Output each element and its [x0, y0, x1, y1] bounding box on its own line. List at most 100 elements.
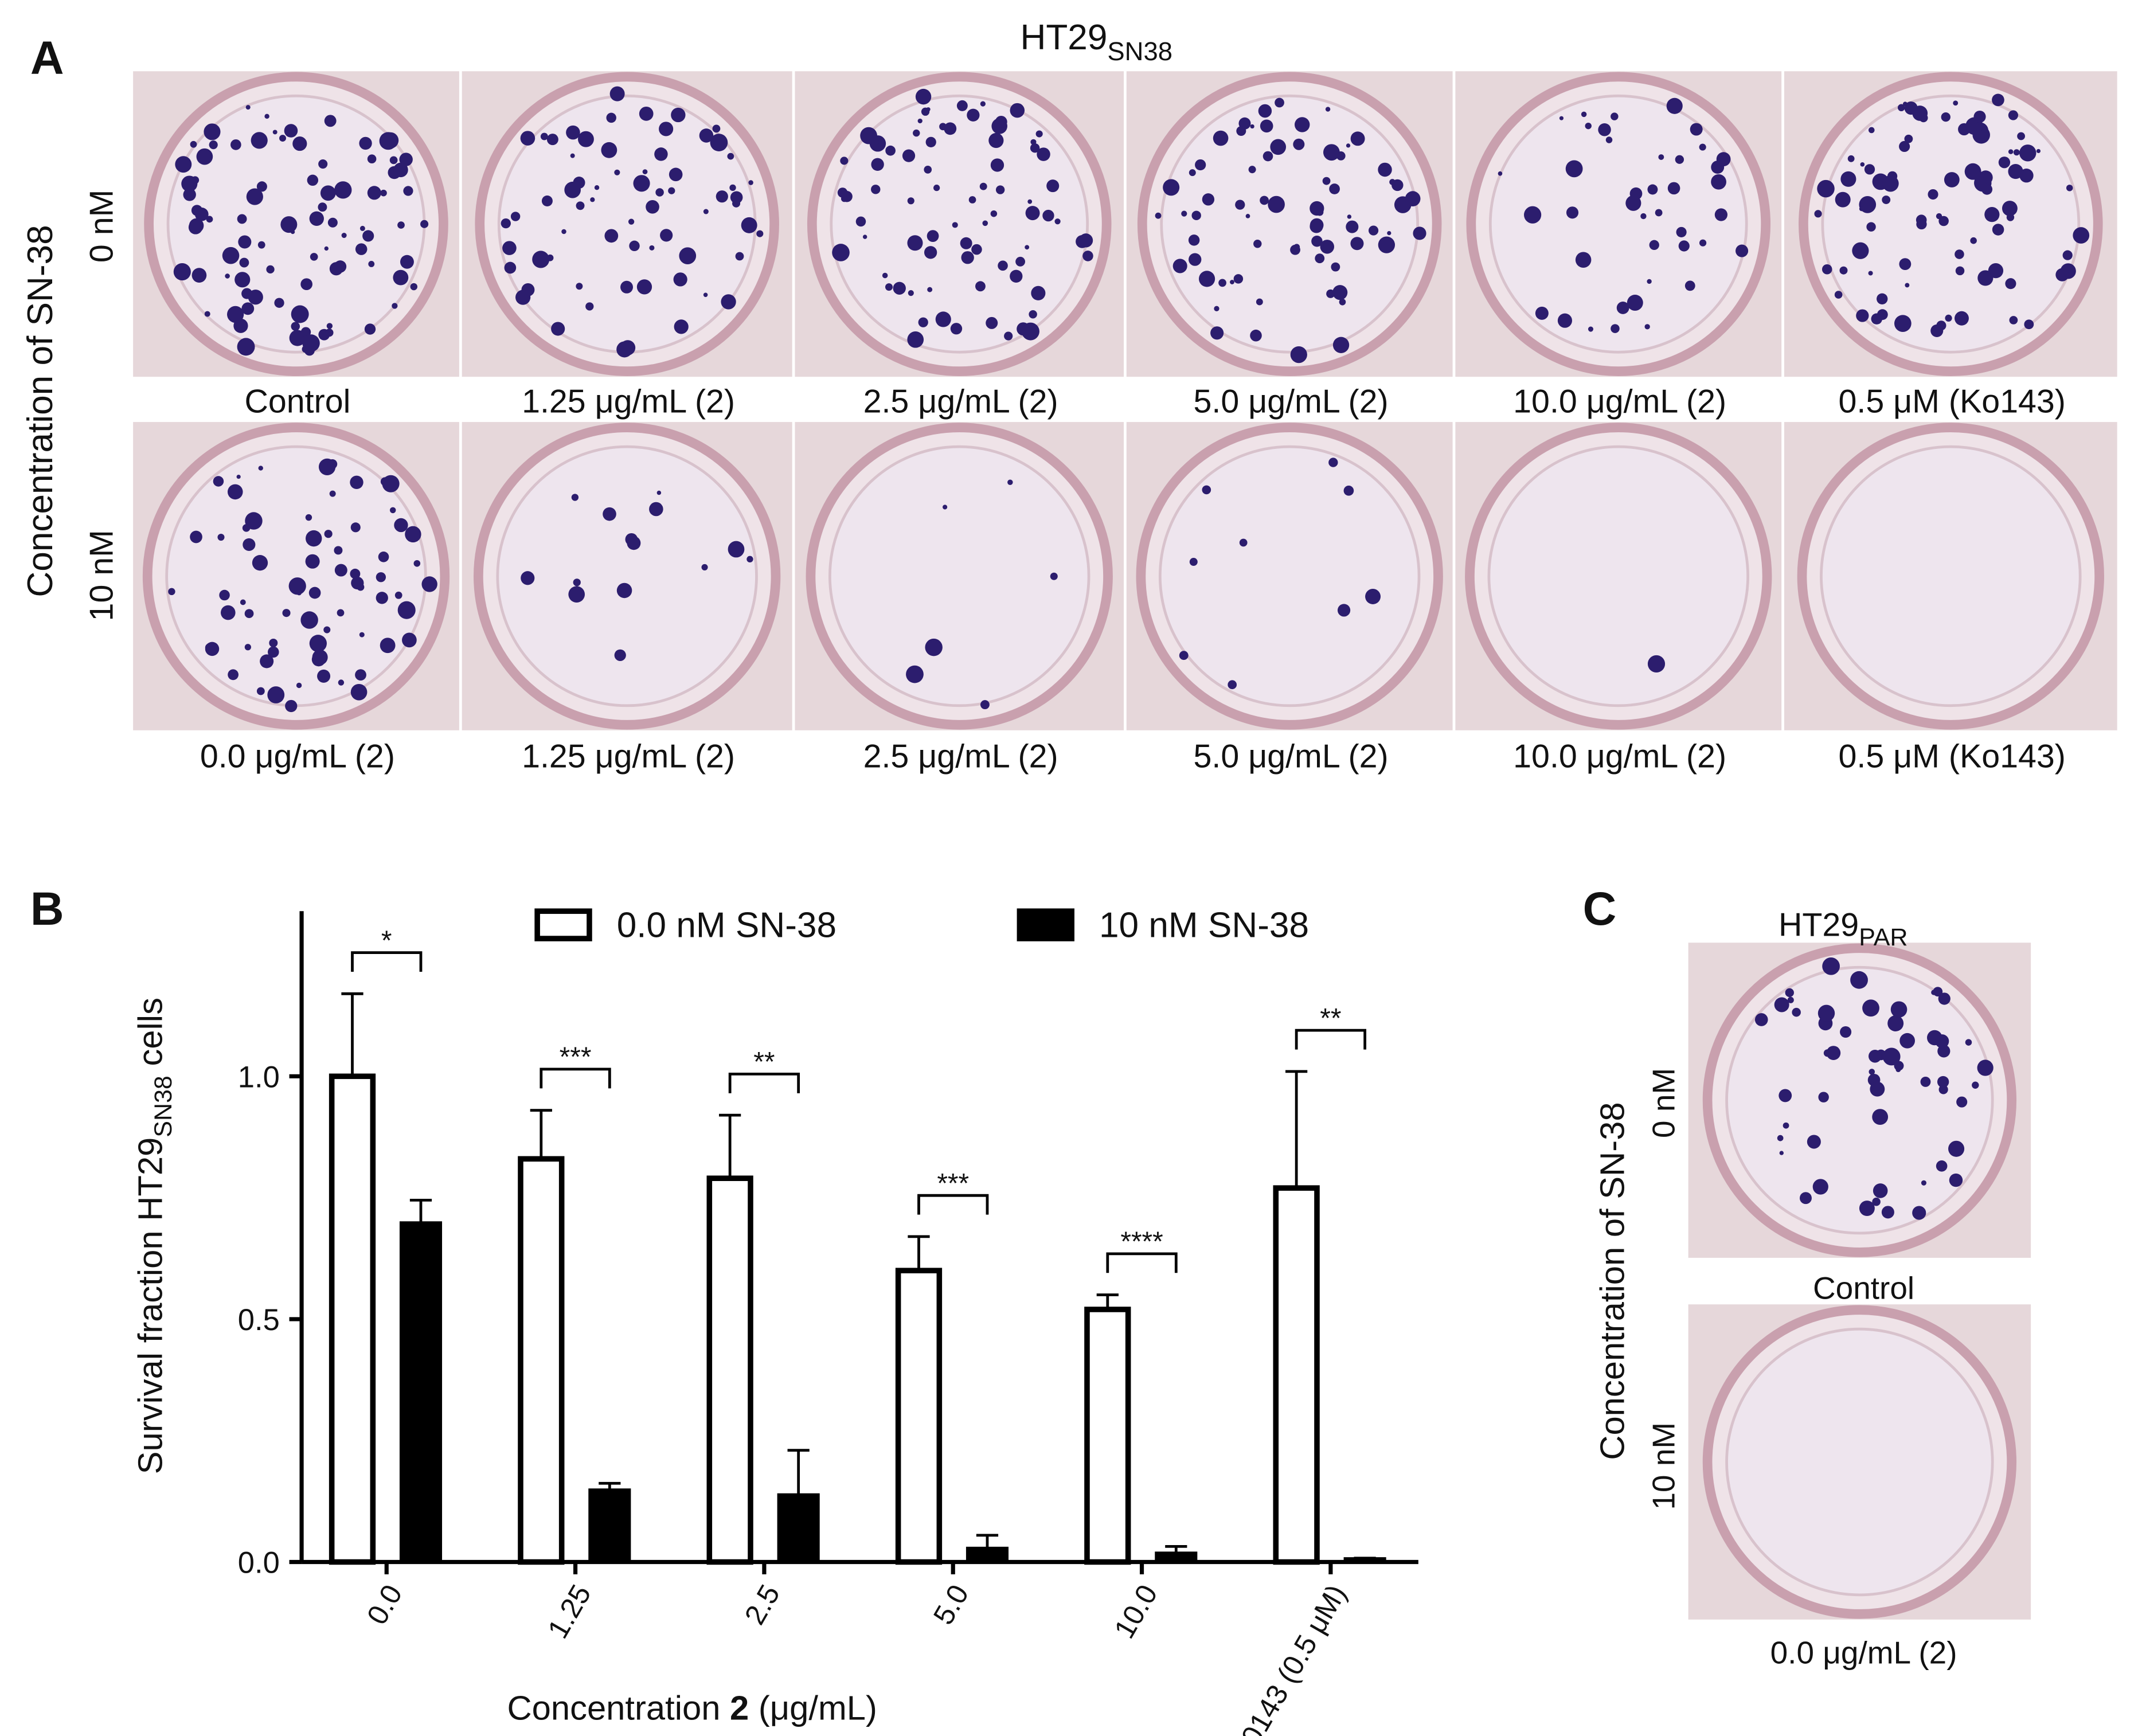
colony	[320, 185, 336, 201]
colony	[1984, 207, 2000, 222]
bar	[777, 1493, 820, 1563]
colony	[1945, 314, 1952, 322]
colony	[968, 196, 976, 204]
colony	[990, 210, 998, 217]
colony	[350, 568, 361, 579]
colony	[389, 507, 396, 514]
caption: 0.0 μg/mL (2)	[200, 738, 395, 775]
colony	[1616, 302, 1629, 314]
colony	[732, 199, 741, 208]
colony	[1955, 249, 1964, 259]
colony	[1581, 111, 1587, 118]
colony	[1524, 206, 1542, 224]
colony	[285, 699, 298, 713]
significance-bracket	[540, 1068, 611, 1089]
colony	[1736, 244, 1749, 257]
colony	[2008, 110, 2018, 120]
colony	[279, 135, 286, 142]
colony	[703, 209, 709, 214]
colony	[1998, 157, 2011, 169]
bar	[518, 1156, 565, 1565]
colony	[1822, 957, 1840, 975]
colony	[1029, 310, 1037, 319]
colony	[1787, 996, 1794, 1003]
colony	[334, 260, 347, 273]
colony	[748, 180, 753, 185]
colony	[629, 240, 640, 252]
colony	[1413, 226, 1426, 240]
colony	[368, 261, 375, 267]
row-label: 0 nM	[1646, 1068, 1682, 1138]
colony	[379, 132, 397, 150]
colony	[1329, 183, 1340, 194]
colony	[1949, 1173, 1963, 1187]
y-title-text: Survival fraction HT29	[131, 1137, 169, 1475]
colony	[893, 281, 906, 295]
colony	[1042, 209, 1054, 222]
bar	[1343, 1557, 1386, 1563]
colony	[2062, 250, 2073, 260]
colony	[325, 329, 334, 337]
colony	[252, 555, 268, 571]
colony	[701, 564, 708, 570]
colony	[1856, 309, 1869, 322]
colony	[1899, 1033, 1915, 1049]
colony	[703, 292, 708, 298]
colony	[1191, 210, 1201, 221]
colony	[1850, 971, 1868, 989]
x-tick-label: 1.25	[541, 1579, 597, 1644]
colony	[334, 564, 347, 577]
colony	[341, 233, 347, 238]
colony	[1872, 1109, 1889, 1125]
colony	[1897, 104, 1905, 112]
colony	[222, 247, 240, 264]
title-text: HT29	[1020, 18, 1107, 57]
colony	[324, 530, 333, 538]
colony	[860, 127, 877, 144]
colony	[995, 115, 1007, 128]
row-label: 10 nM	[1646, 1422, 1682, 1510]
colony	[913, 129, 920, 137]
colony	[935, 311, 951, 327]
colony	[364, 323, 376, 335]
colony	[296, 590, 302, 596]
colony	[971, 244, 982, 255]
colony	[1010, 269, 1023, 283]
colony	[1405, 191, 1421, 207]
colony	[397, 221, 405, 229]
colony	[1588, 326, 1594, 332]
colony	[671, 107, 686, 123]
colony	[393, 269, 409, 286]
significance-label: **	[753, 1047, 775, 1078]
colony	[1030, 143, 1040, 153]
colony	[1894, 1061, 1904, 1071]
colony	[712, 124, 721, 133]
colony	[258, 466, 263, 471]
colony	[1871, 313, 1882, 324]
colony	[1899, 258, 1912, 271]
colony	[1559, 116, 1564, 120]
colony	[306, 530, 322, 547]
colony	[403, 186, 413, 196]
colony	[1714, 208, 1728, 221]
colony	[309, 635, 327, 652]
colony	[1189, 558, 1198, 566]
colony	[292, 136, 307, 151]
colony	[204, 311, 210, 317]
colony	[1629, 187, 1643, 200]
colony	[571, 494, 579, 501]
colony	[240, 599, 246, 605]
colony	[656, 490, 662, 495]
colony	[1873, 1183, 1888, 1198]
colony	[1965, 1039, 1972, 1046]
colony	[2005, 278, 2016, 290]
colony	[620, 280, 634, 294]
colony	[1566, 206, 1579, 219]
colony	[1921, 1180, 1926, 1186]
colony	[1814, 210, 1822, 218]
colony	[679, 247, 697, 265]
caption: 10.0 μg/mL (2)	[1513, 738, 1726, 775]
colony	[927, 230, 939, 242]
colony	[392, 303, 398, 309]
colony	[1332, 285, 1348, 300]
